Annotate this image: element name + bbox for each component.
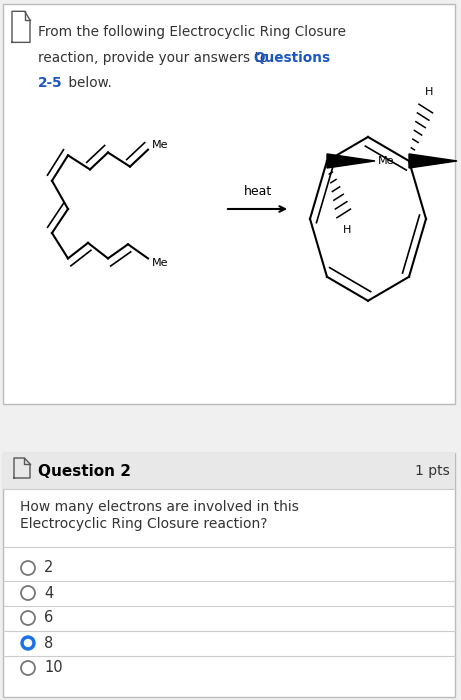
Text: 1 pts: 1 pts [415,464,450,478]
Text: 8: 8 [44,636,53,650]
Circle shape [21,636,35,650]
Text: 4: 4 [44,585,53,601]
Text: 6: 6 [44,610,53,626]
Text: H: H [425,88,433,97]
FancyBboxPatch shape [3,453,455,489]
Text: Me: Me [378,156,395,166]
Text: H: H [343,225,351,235]
Polygon shape [327,154,375,168]
FancyBboxPatch shape [3,453,455,697]
Text: heat: heat [244,185,272,198]
Text: Questions: Questions [253,51,330,65]
FancyBboxPatch shape [3,4,455,404]
Text: Me: Me [152,141,169,150]
Text: Electrocyclic Ring Closure reaction?: Electrocyclic Ring Closure reaction? [20,517,267,531]
Text: 10: 10 [44,661,63,676]
Text: below.: below. [64,76,112,90]
Text: How many electrons are involved in this: How many electrons are involved in this [20,500,299,514]
Text: 2-5: 2-5 [38,76,63,90]
Text: From the following Electrocyclic Ring Closure: From the following Electrocyclic Ring Cl… [38,25,346,39]
Text: reaction, provide your answers to: reaction, provide your answers to [38,51,272,65]
Circle shape [24,640,31,647]
Text: Me: Me [152,258,169,267]
Text: Question 2: Question 2 [38,463,131,479]
Text: 2: 2 [44,561,53,575]
Polygon shape [409,154,457,168]
Text: Me: Me [460,156,461,166]
